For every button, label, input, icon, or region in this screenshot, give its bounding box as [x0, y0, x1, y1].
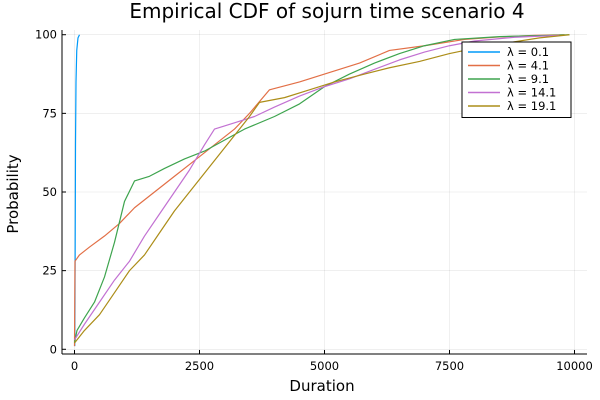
- legend-label: λ = 19.1: [507, 99, 556, 113]
- y-tick-label: 25: [42, 264, 57, 278]
- x-tick-label: 10000: [556, 359, 593, 373]
- legend-label: λ = 9.1: [507, 72, 549, 86]
- grid: [62, 30, 587, 354]
- series-lines: [73, 34, 570, 347]
- x-tick-label: 2500: [185, 359, 214, 373]
- series-line-5: [74, 34, 570, 344]
- chart-title: Empirical CDF of sojurn time scenario 4: [129, 0, 524, 23]
- series-line-2: [73, 34, 565, 347]
- x-tick-label: 7500: [435, 359, 464, 373]
- x-tick-label: 0: [71, 359, 78, 373]
- legend-label: λ = 4.1: [507, 59, 549, 73]
- y-tick-label: 100: [35, 28, 57, 42]
- legend-label: λ = 0.1: [507, 45, 549, 59]
- y-tick-label: 75: [42, 106, 57, 120]
- y-tick-label: 0: [50, 342, 57, 356]
- legend-label: λ = 14.1: [507, 86, 556, 100]
- y-axis-label: Probability: [4, 154, 22, 233]
- series-line-3: [73, 34, 570, 344]
- y-ticks: 0 25 50 75 100: [35, 28, 66, 356]
- legend: λ = 0.1λ = 4.1λ = 9.1λ = 14.1λ = 19.1: [461, 41, 572, 118]
- x-tick-label: 5000: [310, 359, 339, 373]
- x-axis-label: Duration: [289, 377, 354, 395]
- y-tick-label: 50: [42, 185, 57, 199]
- x-ticks: 0 2500 5000 7500 10000: [71, 350, 593, 373]
- series-line-4: [73, 34, 560, 341]
